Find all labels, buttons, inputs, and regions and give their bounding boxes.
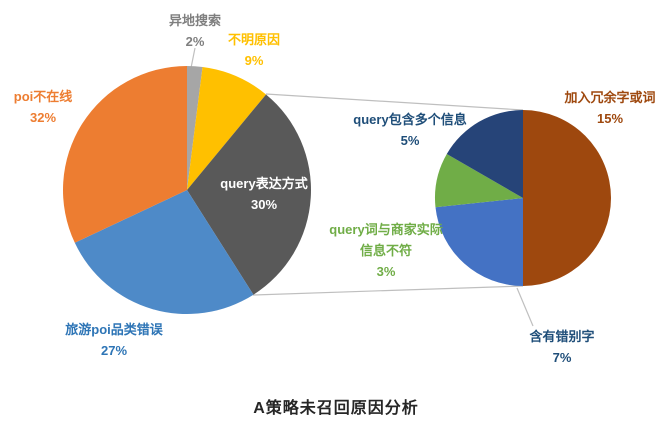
label-pct: 3% — [376, 264, 396, 279]
label-text: query表达方式 — [220, 176, 308, 191]
main-pie-slice-4 — [62, 66, 187, 243]
label-offsite-search: 异地搜索 2% — [160, 10, 230, 52]
secondary-pie — [434, 110, 611, 286]
series-connector-bottom — [252, 285, 524, 296]
label-query-expression: query表达方式 30% — [198, 173, 330, 215]
secondary-pie-slice-1 — [435, 198, 523, 286]
main-pie-slice-1 — [187, 66, 267, 190]
label-pct: 30% — [250, 197, 278, 212]
secondary-pie-slice-3 — [446, 110, 523, 198]
main-pie-slice-3 — [74, 190, 254, 315]
label-text-line1: query词与商家实际 — [329, 222, 443, 237]
main-pie-slice-2 — [187, 94, 311, 295]
label-pct: 27% — [100, 343, 128, 358]
label-pct: 15% — [596, 111, 624, 126]
label-text: 加入冗余字或词 — [564, 90, 656, 105]
label-pct: 2% — [185, 34, 205, 49]
label-text: 异地搜索 — [168, 13, 221, 28]
series-connector-top — [265, 93, 524, 111]
label-query-merchant-mismatch: query词与商家实际 信息不符 3% — [312, 219, 460, 282]
label-travel-poi-category-error: 旅游poi品类错误 27% — [28, 319, 200, 361]
label-redundant-words: 加入冗余字或词 15% — [547, 87, 672, 129]
label-text: 不明原因 — [227, 32, 280, 47]
label-pct: 9% — [244, 53, 264, 68]
main-pie — [62, 66, 311, 315]
chart-title: A策略未召回原因分析 — [253, 400, 419, 417]
secondary-pie-slice-2 — [434, 154, 523, 208]
label-pct: 7% — [552, 350, 572, 365]
label-pct: 32% — [29, 110, 57, 125]
label-text: 旅游poi品类错误 — [65, 322, 163, 337]
label-poi-offline: poi不在线 32% — [0, 86, 86, 128]
label-unknown-reason: 不明原因 9% — [221, 29, 287, 71]
label-typo: 含有错别字 7% — [502, 326, 622, 368]
leader-line-offsite-search — [190, 47, 196, 69]
leader-line-typo — [516, 287, 534, 327]
label-text-line2: 信息不符 — [359, 243, 412, 258]
label-query-multiple-info: query包含多个信息 5% — [328, 109, 492, 151]
secondary-pie-slice-0 — [523, 110, 611, 286]
label-text: poi不在线 — [13, 89, 73, 104]
label-pct: 5% — [400, 133, 420, 148]
label-text: query包含多个信息 — [353, 112, 467, 127]
label-text: 含有错别字 — [529, 329, 595, 344]
main-pie-slice-0 — [187, 66, 203, 190]
